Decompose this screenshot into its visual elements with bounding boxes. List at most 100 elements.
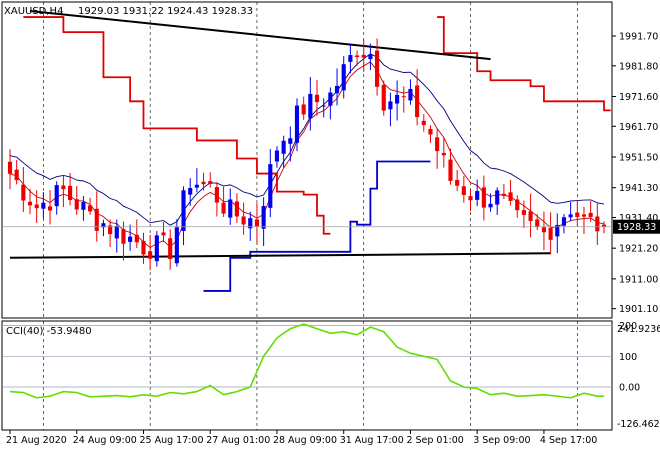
candle-body <box>194 184 199 188</box>
candle-body <box>455 179 460 186</box>
candle-body <box>334 85 340 94</box>
candle <box>108 219 113 248</box>
candle-body <box>441 152 446 156</box>
candle <box>548 212 553 255</box>
candle-body <box>568 214 573 218</box>
candle-body <box>54 185 59 207</box>
candle-body <box>468 196 473 201</box>
price-tick-label: 1921.20 <box>619 244 658 255</box>
candle <box>114 219 119 253</box>
candle <box>274 146 280 168</box>
candle-body <box>274 150 280 162</box>
candle <box>308 77 313 131</box>
time-axis: 21 Aug 2020 24 Aug 09:00 25 Aug 17:00 27 Au… <box>6 430 597 446</box>
candle-body <box>201 181 206 185</box>
candle-body <box>308 93 313 119</box>
candle-body <box>321 105 326 107</box>
candle <box>301 96 306 120</box>
candle-body <box>361 54 366 58</box>
candle <box>328 87 333 120</box>
candle-body <box>388 101 393 110</box>
candle <box>461 175 466 203</box>
candle-body <box>88 205 93 212</box>
candle-body <box>161 232 166 236</box>
candle-body <box>495 190 500 205</box>
candle-body <box>208 181 213 184</box>
candle <box>581 206 587 234</box>
candle-body <box>154 235 159 262</box>
candle-body <box>341 64 346 91</box>
candle-body <box>134 234 139 243</box>
cci-max-label: 241.9236 <box>617 324 660 335</box>
candle-body <box>415 85 420 118</box>
candle-body <box>101 223 106 228</box>
candle <box>214 182 219 217</box>
candle-body <box>214 187 219 203</box>
candle <box>201 172 206 191</box>
candle-body <box>67 185 73 201</box>
time-tick-label: 28 Aug 09:00 <box>273 435 337 446</box>
symbol-header: XAUUSD,H4 <box>4 6 63 17</box>
candle-body <box>301 104 306 115</box>
current-price-box <box>613 219 660 234</box>
candle <box>468 189 473 212</box>
candle-body <box>188 187 193 195</box>
cci-label: CCI(40) -53.9480 <box>6 326 92 337</box>
candle <box>321 98 326 118</box>
candle <box>27 188 33 215</box>
candle-body <box>288 138 293 144</box>
candle <box>314 79 320 116</box>
candle <box>401 86 406 113</box>
ohlc-header: 1929.03 1931.22 1924.43 1928.33 <box>78 6 253 17</box>
candle <box>334 68 340 106</box>
candle <box>101 219 106 237</box>
time-tick-label: 4 Sep 17:00 <box>540 435 597 446</box>
candle <box>61 175 66 208</box>
candle-body <box>588 212 593 217</box>
candle-body <box>561 217 567 226</box>
time-tick-label: 25 Aug 17:00 <box>139 435 203 446</box>
candle-body <box>261 205 266 229</box>
candle <box>361 39 366 72</box>
candle-body <box>428 128 433 135</box>
candle <box>161 222 166 243</box>
candle-body <box>121 229 126 244</box>
candle-body <box>348 55 353 62</box>
candle-body <box>501 193 506 196</box>
candle <box>381 80 386 116</box>
candle-body <box>395 94 400 104</box>
candle <box>54 181 59 215</box>
candle <box>141 232 146 264</box>
candle-body <box>314 94 320 103</box>
candle-body <box>148 251 153 259</box>
candle <box>421 114 426 132</box>
candle <box>181 186 186 246</box>
candle-body <box>515 199 520 211</box>
price-tick-label: 1981.80 <box>619 61 658 72</box>
candle <box>501 183 506 200</box>
candle-body <box>174 227 179 264</box>
candle <box>588 200 593 223</box>
candle-body <box>228 199 233 218</box>
price-tick-label: 1931.40 <box>619 213 658 224</box>
candle <box>555 213 560 254</box>
time-tick-label: 24 Aug 09:00 <box>73 435 137 446</box>
candle <box>88 197 93 215</box>
candle <box>47 190 53 225</box>
candle <box>515 195 520 218</box>
price-tick-label: 1951.50 <box>619 152 658 163</box>
cci-min-label: -126.4626 <box>617 419 660 430</box>
candle <box>194 168 199 193</box>
candle <box>188 178 193 206</box>
candle <box>375 38 380 96</box>
price-tick-label: 1971.60 <box>619 92 658 103</box>
candle-body <box>41 202 46 209</box>
cci-tick-label: 0.00 <box>619 383 640 394</box>
candle <box>441 137 446 168</box>
candle <box>254 203 260 244</box>
candle <box>268 149 273 218</box>
candle <box>261 197 266 246</box>
candle-body <box>221 202 226 214</box>
cci-tick-label: 100 <box>619 352 637 363</box>
candle-body <box>21 184 26 201</box>
